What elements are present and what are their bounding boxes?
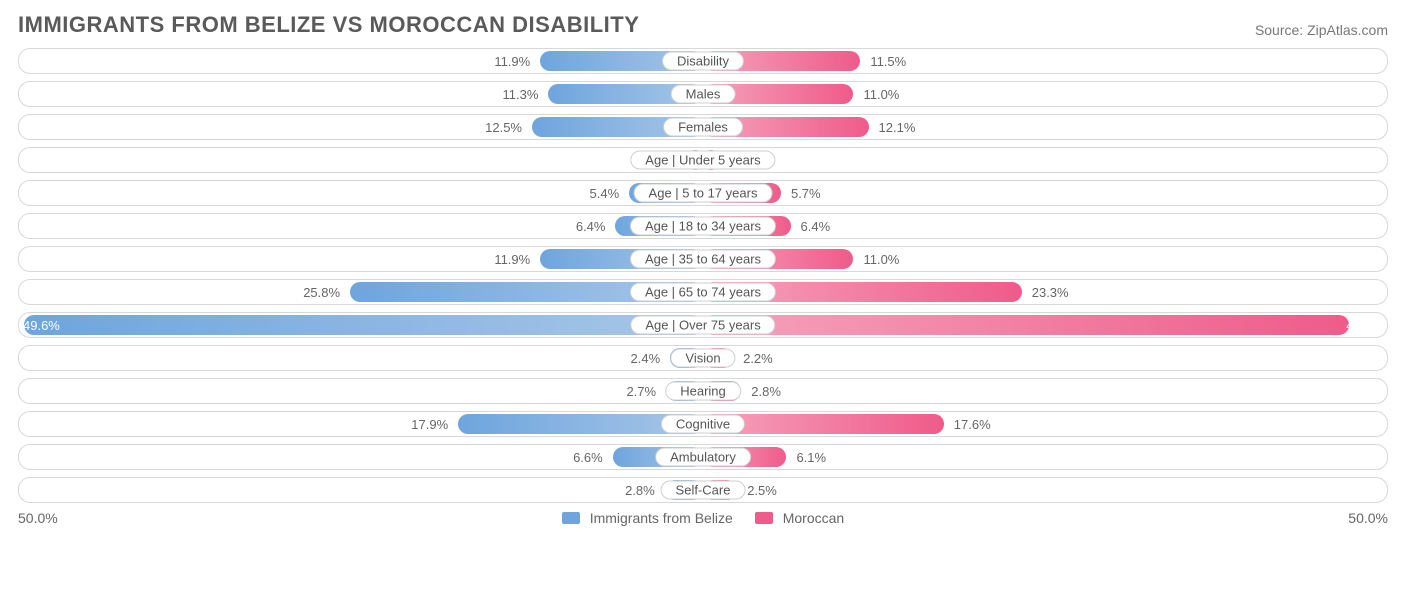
legend-item-left: Immigrants from Belize (562, 510, 733, 526)
source-attribution: Source: ZipAtlas.com (1255, 22, 1388, 38)
value-right: 47.2% (1340, 313, 1383, 337)
value-right: 5.7% (785, 181, 821, 205)
value-right: 2.2% (737, 346, 773, 370)
value-left: 11.9% (494, 247, 536, 271)
value-right: 23.3% (1026, 280, 1069, 304)
value-left: 2.7% (626, 379, 662, 403)
chart-footer: 50.0% Immigrants from Belize Moroccan 50… (18, 510, 1388, 526)
category-label: Age | 65 to 74 years (630, 283, 776, 302)
value-right: 12.1% (873, 115, 916, 139)
value-left: 5.4% (590, 181, 626, 205)
value-left: 17.9% (411, 412, 454, 436)
category-label: Age | 35 to 64 years (630, 250, 776, 269)
value-right: 11.0% (857, 82, 899, 106)
bar-row: 11.9% 11.0% Age | 35 to 64 years (18, 246, 1388, 272)
value-right: 2.5% (741, 478, 777, 502)
value-left: 2.4% (631, 346, 667, 370)
value-right: 6.4% (795, 214, 831, 238)
chart-container: IMMIGRANTS FROM BELIZE VS MOROCCAN DISAB… (0, 0, 1406, 612)
bar-row: 2.8% 2.5%Self-Care (18, 477, 1388, 503)
value-left: 25.8% (303, 280, 346, 304)
category-label: Age | Over 75 years (630, 316, 775, 335)
bar-row: 5.4% 5.7% Age | 5 to 17 years (18, 180, 1388, 206)
bar-row: 6.4% 6.4% Age | 18 to 34 years (18, 213, 1388, 239)
value-right: 11.5% (864, 49, 906, 73)
bar-row: 2.4% 2.2%Vision (18, 345, 1388, 371)
category-label: Hearing (665, 382, 741, 401)
value-left: 2.8% (625, 478, 661, 502)
legend-label-left: Immigrants from Belize (590, 510, 733, 526)
legend-swatch-left (562, 512, 580, 524)
legend-item-right: Moroccan (755, 510, 844, 526)
value-left: 11.3% (503, 82, 545, 106)
bar-left (24, 315, 703, 335)
legend: Immigrants from Belize Moroccan (562, 510, 844, 526)
value-left: 6.4% (576, 214, 612, 238)
category-label: Disability (662, 52, 744, 71)
axis-max-right: 50.0% (1348, 510, 1388, 526)
bar-row: 6.6% 6.1% Ambulatory (18, 444, 1388, 470)
bar-row: 11.3% 11.0% Males (18, 81, 1388, 107)
category-label: Age | 18 to 34 years (630, 217, 776, 236)
value-left: 6.6% (573, 445, 609, 469)
value-left: 49.6% (23, 313, 66, 337)
legend-swatch-right (755, 512, 773, 524)
value-left: 12.5% (485, 115, 528, 139)
diverging-bar-chart: 11.9% 11.5% Disability 11.3% 11.0% Males 12.5%… (18, 48, 1388, 503)
chart-title: IMMIGRANTS FROM BELIZE VS MOROCCAN DISAB… (18, 12, 639, 38)
bar-right (703, 315, 1349, 335)
header: IMMIGRANTS FROM BELIZE VS MOROCCAN DISAB… (18, 12, 1388, 38)
value-right: 2.8% (745, 379, 781, 403)
category-label: Age | 5 to 17 years (634, 184, 773, 203)
category-label: Cognitive (661, 415, 745, 434)
axis-max-left: 50.0% (18, 510, 58, 526)
legend-label-right: Moroccan (783, 510, 844, 526)
bar-row: 11.9% 11.5% Disability (18, 48, 1388, 74)
category-label: Ambulatory (655, 448, 751, 467)
value-right: 17.6% (948, 412, 991, 436)
category-label: Self-Care (661, 481, 746, 500)
bar-row: 25.8% 23.3% Age | 65 to 74 years (18, 279, 1388, 305)
bar-row: 12.5% 12.1% Females (18, 114, 1388, 140)
value-left: 11.9% (494, 49, 536, 73)
category-label: Females (663, 118, 743, 137)
value-right: 6.1% (790, 445, 826, 469)
category-label: Vision (670, 349, 735, 368)
value-right: 11.0% (857, 247, 899, 271)
bar-row: 1.1%1.2%Age | Under 5 years (18, 147, 1388, 173)
bar-row: 2.7% 2.8%Hearing (18, 378, 1388, 404)
bar-row: 17.9% 17.6% Cognitive (18, 411, 1388, 437)
category-label: Age | Under 5 years (630, 151, 775, 170)
category-label: Males (671, 85, 736, 104)
bar-row: 49.6% 47.2% Age | Over 75 years (18, 312, 1388, 338)
